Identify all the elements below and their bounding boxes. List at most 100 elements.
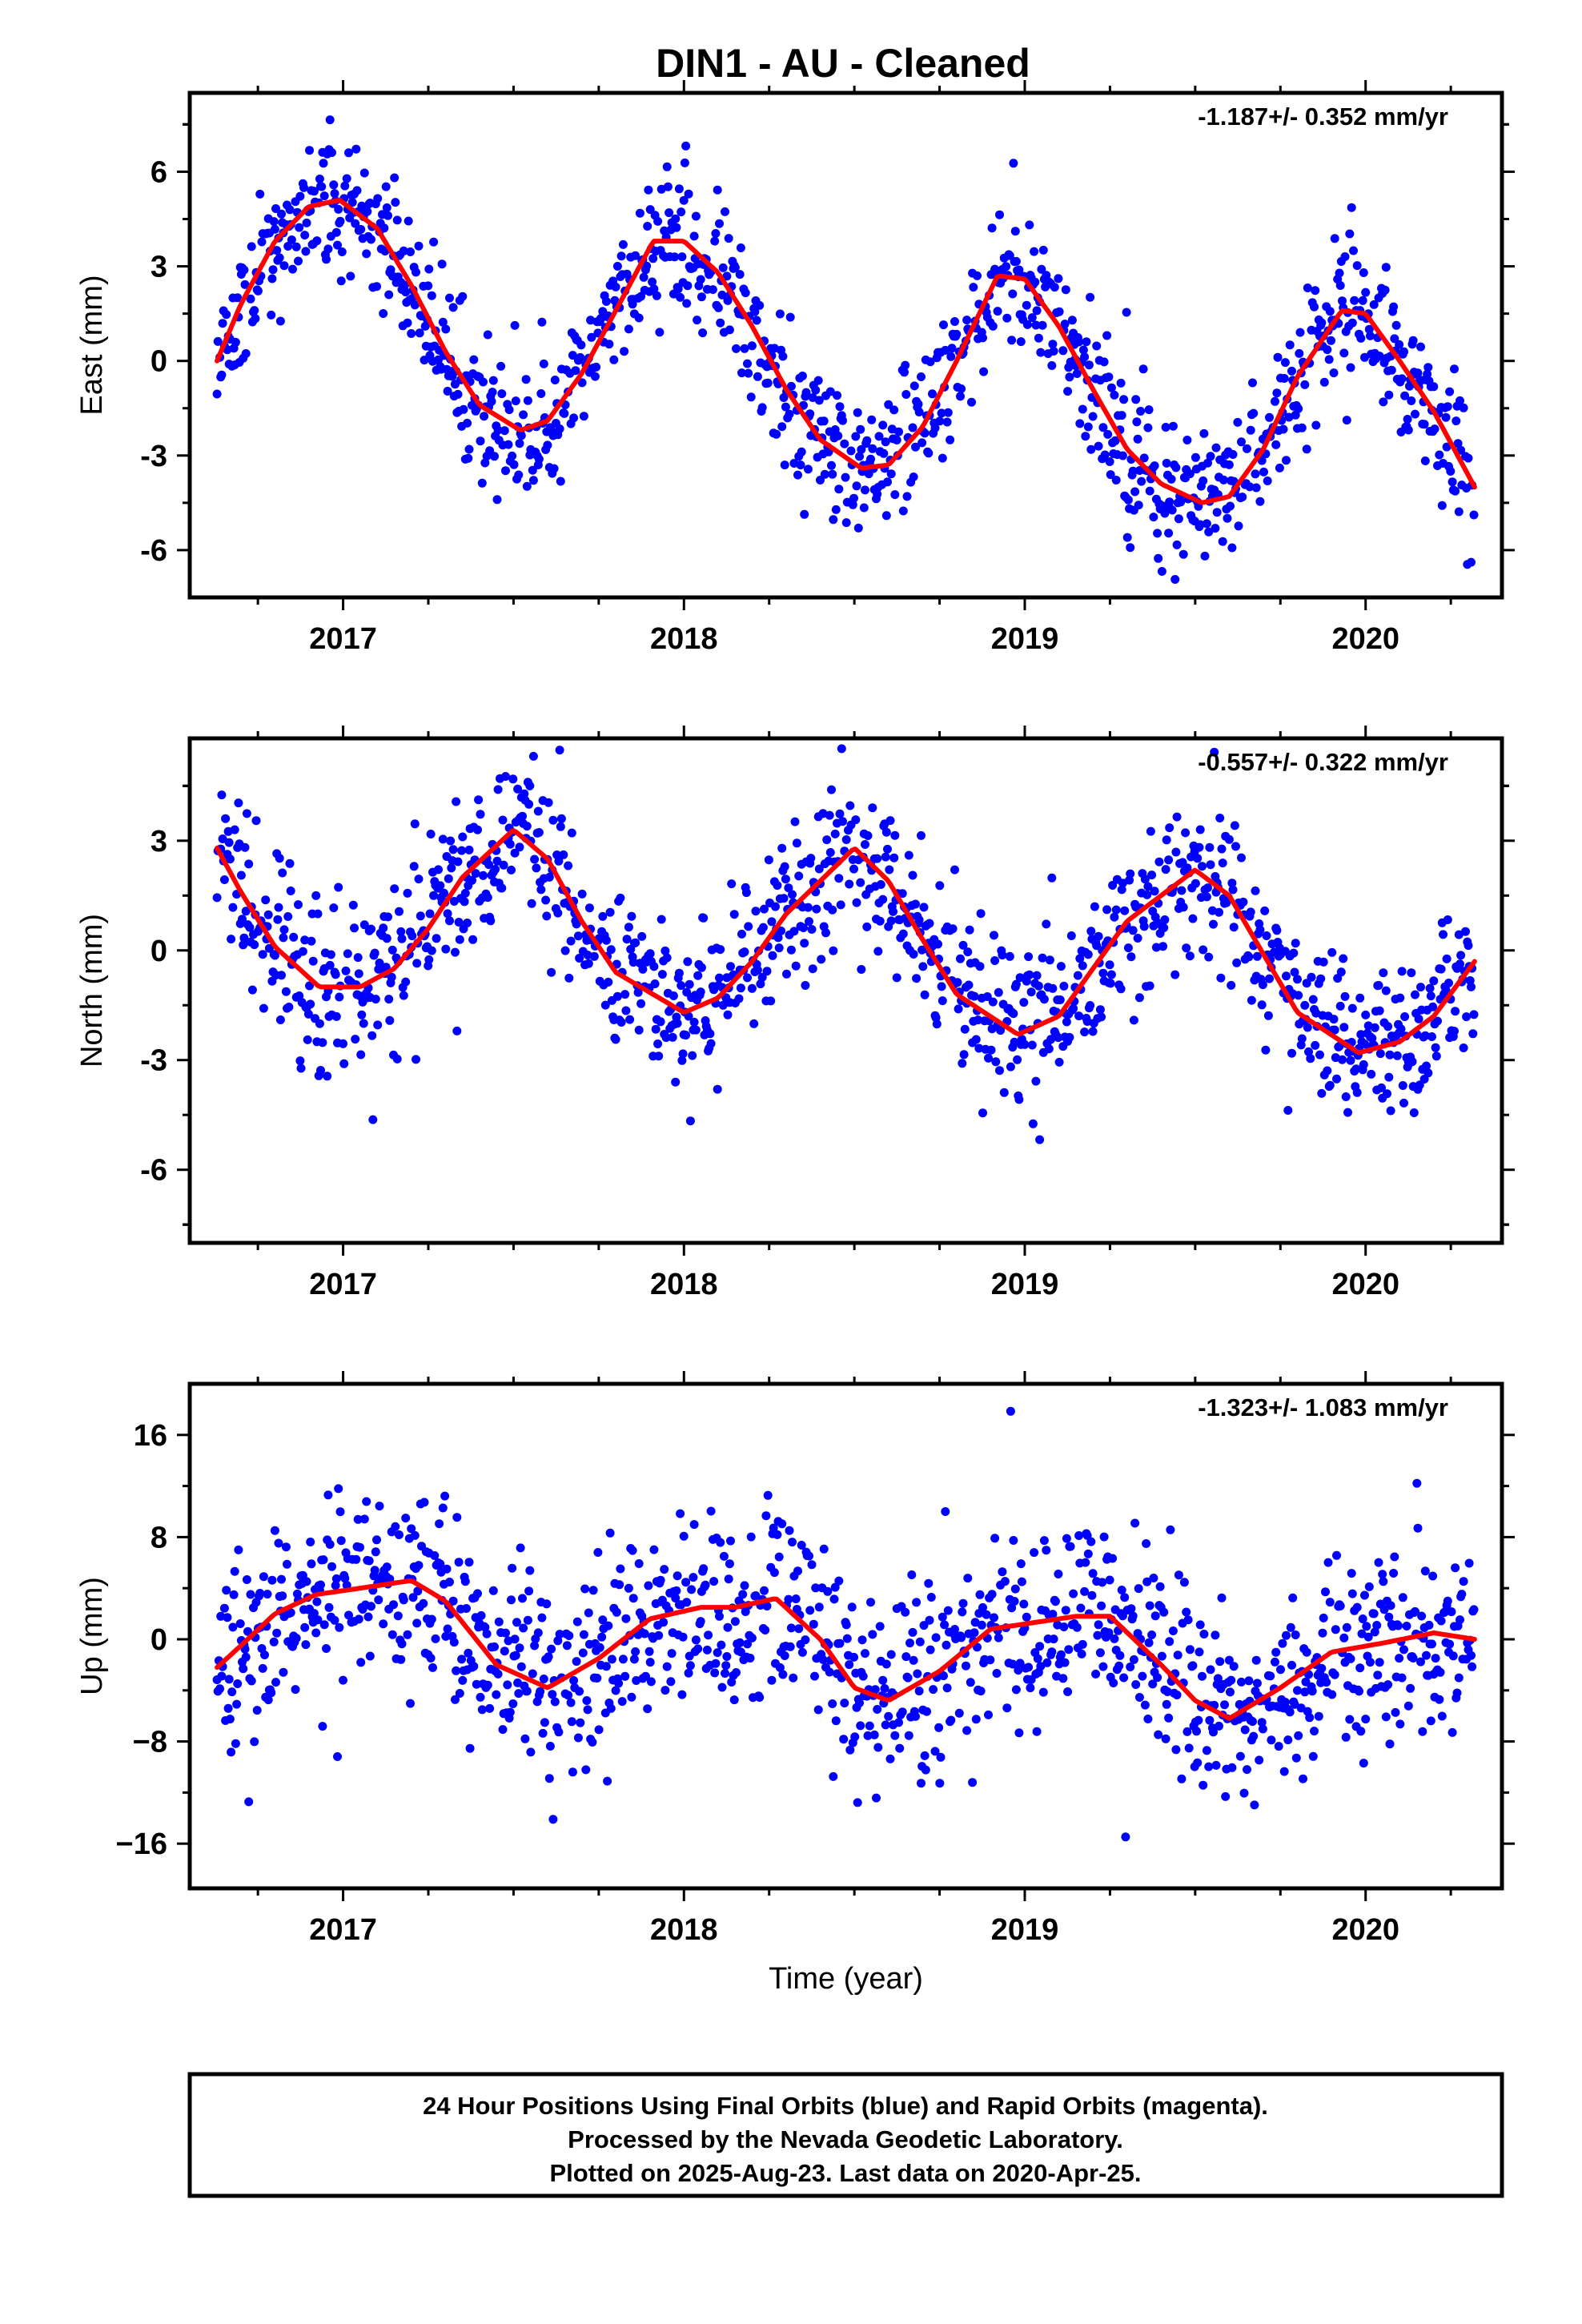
data-point — [911, 1711, 920, 1721]
data-point — [267, 1575, 277, 1585]
data-point — [523, 396, 532, 405]
data-point — [853, 408, 862, 417]
data-point — [362, 249, 371, 259]
data-point — [1453, 439, 1463, 448]
data-point — [755, 300, 765, 310]
data-point — [656, 915, 666, 924]
data-point — [1027, 313, 1037, 323]
data-point — [763, 378, 773, 388]
data-point — [1130, 487, 1140, 497]
data-point — [725, 1559, 734, 1569]
data-point — [1294, 991, 1303, 1000]
data-point — [849, 493, 858, 503]
data-point — [1234, 521, 1243, 531]
data-point — [537, 1613, 547, 1622]
data-point — [825, 848, 835, 857]
data-point — [1454, 1673, 1464, 1683]
data-point — [834, 874, 844, 883]
data-point — [339, 1059, 349, 1068]
data-point — [528, 476, 538, 485]
data-point — [1171, 1745, 1181, 1755]
data-point — [914, 408, 924, 416]
data-point — [1145, 1601, 1154, 1610]
data-point — [970, 991, 979, 1001]
data-point — [1285, 1707, 1295, 1717]
data-point — [662, 162, 672, 171]
data-point — [227, 1747, 236, 1757]
data-point — [861, 1649, 869, 1659]
data-point — [258, 1663, 267, 1673]
data-point — [903, 1673, 913, 1683]
data-point — [1164, 855, 1174, 865]
data-point — [436, 1559, 445, 1569]
data-point — [267, 274, 277, 283]
data-point — [934, 1723, 944, 1732]
data-point — [751, 1591, 761, 1600]
data-point — [1002, 313, 1012, 323]
data-point — [1384, 1072, 1394, 1082]
data-point — [1358, 296, 1367, 305]
data-point — [1428, 1002, 1438, 1011]
data-point — [1327, 947, 1337, 957]
data-point — [790, 817, 800, 826]
data-point — [271, 204, 280, 213]
data-point — [572, 1657, 581, 1667]
data-point — [1166, 474, 1176, 484]
data-point — [468, 875, 476, 885]
data-point — [231, 337, 240, 347]
data-point — [396, 927, 406, 936]
data-point — [511, 1651, 520, 1660]
data-point — [919, 1621, 929, 1630]
data-point — [1109, 1679, 1118, 1687]
data-point — [1215, 1721, 1223, 1731]
data-point — [900, 368, 909, 377]
data-point — [941, 1507, 950, 1516]
data-point — [409, 862, 419, 871]
data-point — [715, 973, 724, 983]
data-point — [1217, 844, 1227, 854]
data-point — [724, 234, 733, 243]
data-point — [867, 415, 877, 424]
data-point — [716, 945, 725, 955]
data-point — [1403, 415, 1412, 424]
data-point — [823, 1586, 833, 1596]
data-point — [808, 964, 817, 974]
data-point — [1137, 476, 1146, 486]
data-point — [568, 351, 577, 360]
data-point — [219, 1603, 229, 1613]
data-point — [1397, 967, 1407, 976]
data-point — [424, 264, 434, 274]
data-point — [863, 831, 873, 840]
data-point — [1118, 879, 1127, 888]
data-point — [689, 1573, 698, 1582]
data-point — [307, 936, 316, 946]
data-point — [1134, 1693, 1144, 1702]
data-point — [1339, 954, 1348, 963]
y-tick-label: -6 — [140, 534, 167, 568]
data-point — [1126, 952, 1136, 962]
data-point — [420, 1498, 429, 1507]
data-point — [1034, 333, 1043, 343]
data-point — [414, 1561, 424, 1570]
data-point — [1224, 1655, 1234, 1665]
data-point — [743, 973, 752, 983]
data-point — [1359, 1059, 1368, 1069]
data-point — [250, 306, 259, 316]
data-point — [1375, 1006, 1384, 1015]
data-point — [1441, 412, 1451, 422]
data-point — [1219, 475, 1228, 485]
data-point — [261, 895, 271, 905]
data-point — [751, 907, 761, 916]
data-point — [1375, 352, 1384, 361]
data-point — [1335, 1001, 1345, 1011]
data-point — [325, 115, 335, 125]
data-point — [1094, 1620, 1103, 1630]
data-point — [1467, 1651, 1476, 1660]
data-point — [556, 814, 566, 823]
data-point — [1128, 466, 1138, 476]
data-point — [946, 1715, 956, 1725]
data-point — [323, 244, 333, 254]
data-point — [490, 1642, 499, 1651]
data-point — [721, 1669, 729, 1678]
data-point — [760, 904, 769, 914]
